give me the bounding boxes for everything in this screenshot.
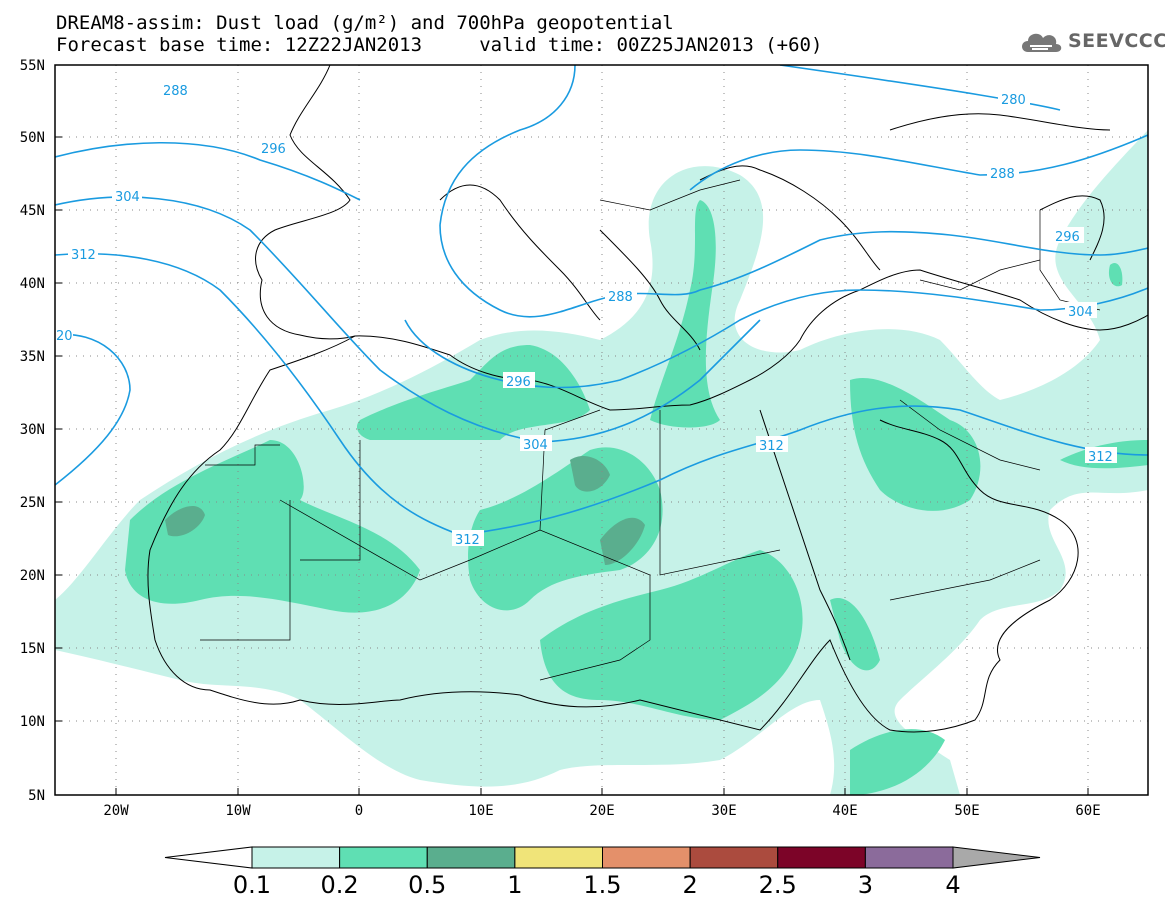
country-borders (200, 179, 1101, 681)
contour-label-288-c: 288 (608, 290, 633, 305)
lon-label: 60E (1075, 803, 1100, 819)
contour-label-304-c: 304 (523, 438, 548, 453)
lon-label: 10E (468, 803, 493, 819)
lon-label: 40E (832, 803, 857, 819)
colorbar-segment (777, 846, 866, 869)
seevccc-logo: SEEVCCC (1018, 24, 1165, 58)
colorbar-label: 1 (507, 871, 522, 899)
colorbar-label: 0.5 (408, 871, 446, 899)
colorbar-segment (514, 846, 603, 869)
map-title: DREAM8-assim: Dust load (g/m²) and 700hP… (56, 12, 674, 34)
lon-label: 20W (103, 803, 129, 819)
contour-label-288-b: 288 (990, 167, 1015, 182)
colorbar-label: 1.5 (583, 871, 621, 899)
colorbar-underflow-triangle (164, 846, 253, 869)
lon-label: 0 (355, 803, 363, 819)
colorbar-label: 0.2 (321, 871, 359, 899)
dust-shading-0.2 (125, 200, 1148, 795)
colorbar-segment (602, 846, 691, 869)
colorbar-label: 2.5 (759, 871, 797, 899)
colorbar-segment (426, 846, 516, 869)
contour-label-312-d: 312 (759, 439, 784, 454)
contour-label-280: 280 (1001, 93, 1026, 108)
map-gridlines (55, 65, 1148, 795)
colorbar-segment (864, 846, 954, 869)
contour-label-312-a: 312 (71, 248, 96, 263)
longitude-labels: 20W 10W 0 10E 20E 30E 40E 50E 60E (103, 803, 1100, 819)
contour-label-296-c: 296 (506, 375, 531, 390)
contour-label-288-a: 288 (163, 84, 188, 99)
lat-label: 50N (20, 130, 45, 146)
lat-label: 45N (20, 203, 45, 219)
colorbar-labels: 0.1 0.2 0.5 1 1.5 2 2.5 3 4 (233, 871, 961, 899)
colorbar-segment (339, 846, 428, 869)
contour-label-320: 20 (56, 329, 73, 344)
contour-label-304-a: 304 (115, 190, 140, 205)
lat-label: 25N (20, 495, 45, 511)
lat-label: 40N (20, 276, 45, 292)
colorbar-label: 3 (858, 871, 873, 899)
latitude-labels: 55N 50N 45N 40N 35N 30N 25N 20N 15N 10N … (20, 58, 45, 804)
colorbar-label: 2 (682, 871, 697, 899)
lat-label: 5N (28, 788, 45, 804)
lon-label: 30E (711, 803, 736, 819)
lat-label: 30N (20, 422, 45, 438)
coastlines (147, 65, 1148, 733)
lon-label: 10W (225, 803, 251, 819)
colorbar-segment (689, 846, 779, 869)
contour-labels: 288 296 304 312 20 280 288 296 304 312 2… (55, 80, 1117, 548)
colorbar-label: 4 (945, 871, 960, 899)
lat-label: 10N (20, 714, 45, 730)
colorbar-segment (251, 846, 341, 869)
geopotential-contours (55, 65, 1148, 536)
map-subtitle: Forecast base time: 12Z22JAN2013 valid t… (56, 34, 823, 56)
contour-label-304-b: 304 (1068, 305, 1093, 320)
colorbar-overflow-triangle (952, 846, 1041, 869)
lon-label: 20E (589, 803, 614, 819)
lat-label: 55N (20, 58, 45, 74)
lat-label: 20N (20, 568, 45, 584)
contour-label-296-a: 296 (261, 142, 286, 157)
contour-label-312-b: 312 (1088, 450, 1113, 465)
axis-ticks (55, 64, 1089, 795)
cloud-icon (1022, 33, 1062, 52)
contour-label-296-b: 296 (1055, 230, 1080, 245)
logo-text: SEEVCCC (1068, 30, 1165, 52)
contour-label-312-c: 312 (455, 533, 480, 548)
lat-label: 35N (20, 349, 45, 365)
lat-label: 15N (20, 641, 45, 657)
lon-label: 50E (954, 803, 979, 819)
colorbar (164, 846, 1041, 869)
colorbar-label: 0.1 (233, 871, 271, 899)
dust-shading-0.5 (165, 455, 645, 565)
